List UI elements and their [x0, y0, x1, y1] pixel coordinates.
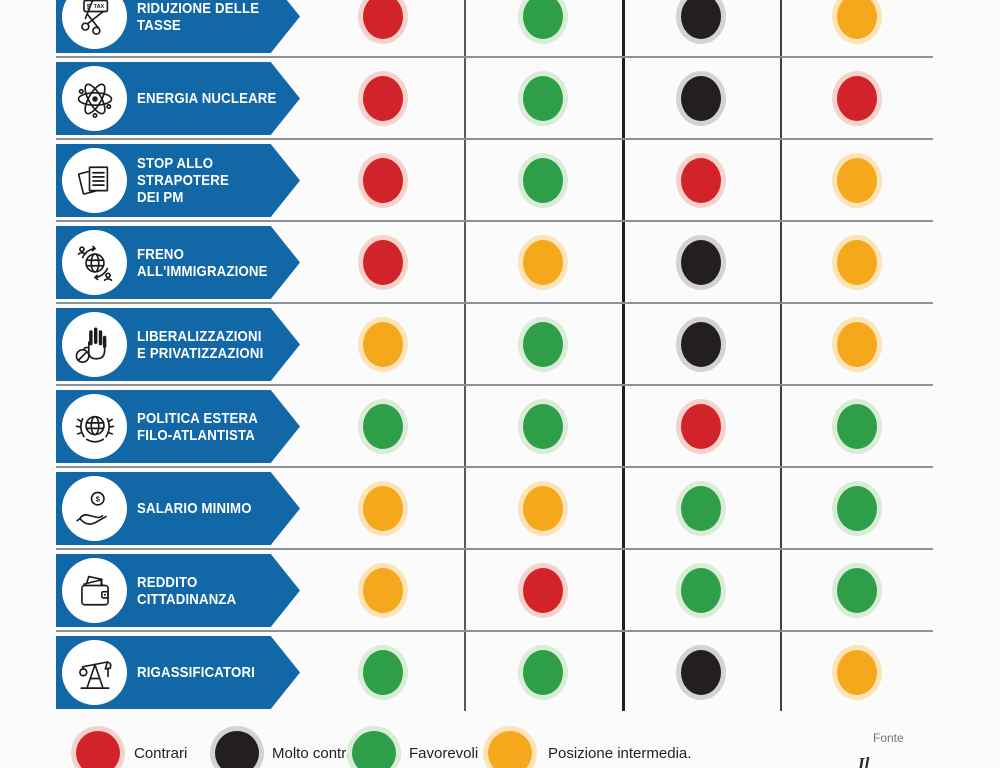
table-row: ENERGIA NUCLEARE: [0, 62, 1000, 135]
topic-banner: $ SALARIO MINIMO: [56, 472, 300, 545]
hand-coin-icon: $: [62, 476, 127, 541]
position-dot: [681, 0, 721, 39]
position-dot: [523, 568, 563, 613]
legend-dot-favorevoli: [352, 731, 396, 768]
topic-banner: LIBERALIZZAZIONI E PRIVATIZZAZIONI: [56, 308, 300, 381]
globe-laurel-icon: [62, 394, 127, 459]
documents-icon: [62, 148, 127, 213]
position-dot: [681, 568, 721, 613]
row-divider: [56, 56, 933, 58]
topic-label: ENERGIA NUCLEARE: [137, 90, 277, 107]
globe-migration-icon: [62, 230, 127, 295]
topic-banner: ENERGIA NUCLEARE: [56, 62, 300, 135]
tax-cut-scissors-icon: $ TAX: [62, 0, 127, 49]
position-dot: [523, 322, 563, 367]
topic-label: REDDITO CITTADINANZA: [137, 573, 237, 608]
topic-banner: $ TAX RIDUZIONE DELLE TASSE: [56, 0, 300, 53]
topic-label: SALARIO MINIMO: [137, 500, 252, 517]
position-dot: [363, 0, 403, 39]
position-dot: [681, 404, 721, 449]
position-dot: [363, 650, 403, 695]
row-divider: [56, 138, 933, 140]
table-row: $ TAX RIDUZIONE DELLE TASSE: [0, 0, 1000, 53]
topic-label: RIGASSIFICATORI: [137, 664, 256, 681]
column-divider-2: [622, 0, 625, 711]
position-dot: [681, 240, 721, 285]
legend-dot-contrari: [76, 731, 120, 768]
column-divider-1: [464, 0, 466, 711]
topic-label: POLITICA ESTERA FILO-ATLANTISTA: [137, 409, 258, 444]
oil-pump-icon: [62, 640, 127, 705]
position-dot: [837, 650, 877, 695]
table-row: LIBERALIZZAZIONI E PRIVATIZZAZIONI: [0, 308, 1000, 381]
position-dot: [523, 240, 563, 285]
legend-label: Favorevoli: [409, 745, 479, 762]
position-dot: [523, 650, 563, 695]
position-dot: [363, 76, 403, 121]
position-dot: [837, 158, 877, 203]
legend-label: Posizione intermedia.: [548, 745, 692, 762]
position-dot: [523, 404, 563, 449]
legend-label: Molto contrari: [272, 745, 363, 762]
row-divider: [56, 630, 933, 632]
row-divider: [56, 548, 933, 550]
table-row: POLITICA ESTERA FILO-ATLANTISTA: [0, 390, 1000, 463]
position-dot: [681, 322, 721, 367]
topic-label: STOP ALLO STRAPOTERE DEI PM: [137, 155, 229, 206]
svg-text:TAX: TAX: [93, 4, 104, 10]
position-dot: [837, 76, 877, 121]
table-row: RIGASSIFICATORI: [0, 636, 1000, 709]
position-dot: [681, 486, 721, 531]
position-dot: [523, 0, 563, 39]
position-dot: [363, 158, 403, 203]
topic-label: LIBERALIZZAZIONI E PRIVATIZZAZIONI: [137, 327, 264, 362]
position-dot: [363, 322, 403, 367]
position-dot: [523, 76, 563, 121]
table-row: STOP ALLO STRAPOTERE DEI PM: [0, 144, 1000, 217]
legend-label: Contrari: [134, 745, 188, 762]
position-dot: [523, 158, 563, 203]
source-logo-fragment: Il: [858, 754, 870, 768]
svg-text:$: $: [95, 494, 100, 503]
table-row: FRENO ALL'IMMIGRAZIONE: [0, 226, 1000, 299]
position-dot: [681, 76, 721, 121]
position-dot: [363, 486, 403, 531]
topic-banner: REDDITO CITTADINANZA: [56, 554, 300, 627]
position-dot: [363, 240, 403, 285]
position-dot: [363, 404, 403, 449]
atom-icon: [62, 66, 127, 131]
topic-label: FRENO ALL'IMMIGRAZIONE: [137, 245, 268, 280]
stop-hand-icon: [62, 312, 127, 377]
position-dot: [681, 650, 721, 695]
wallet-icon: [62, 558, 127, 623]
position-dot: [837, 322, 877, 367]
topic-banner: RIGASSIFICATORI: [56, 636, 300, 709]
row-divider: [56, 466, 933, 468]
row-divider: [56, 220, 933, 222]
row-divider: [56, 302, 933, 304]
position-dot: [837, 486, 877, 531]
topic-banner: STOP ALLO STRAPOTERE DEI PM: [56, 144, 300, 217]
position-dot: [837, 0, 877, 39]
legend-dot-molto-contrari: [215, 731, 259, 768]
position-dot: [681, 158, 721, 203]
position-dot: [837, 240, 877, 285]
position-dot: [363, 568, 403, 613]
table-row: $ SALARIO MINIMO: [0, 472, 1000, 545]
legend-dot-posizione-intermedia: [488, 731, 532, 768]
position-dot: [523, 486, 563, 531]
topic-label: RIDUZIONE DELLE TASSE: [137, 0, 260, 34]
table-row: REDDITO CITTADINANZA: [0, 554, 1000, 627]
row-divider: [56, 384, 933, 386]
position-dot: [837, 404, 877, 449]
source-label: Fonte: [873, 731, 904, 745]
column-divider-3: [780, 0, 782, 711]
svg-text:$: $: [86, 3, 90, 10]
position-dot: [837, 568, 877, 613]
topic-banner: FRENO ALL'IMMIGRAZIONE: [56, 226, 300, 299]
topic-banner: POLITICA ESTERA FILO-ATLANTISTA: [56, 390, 300, 463]
